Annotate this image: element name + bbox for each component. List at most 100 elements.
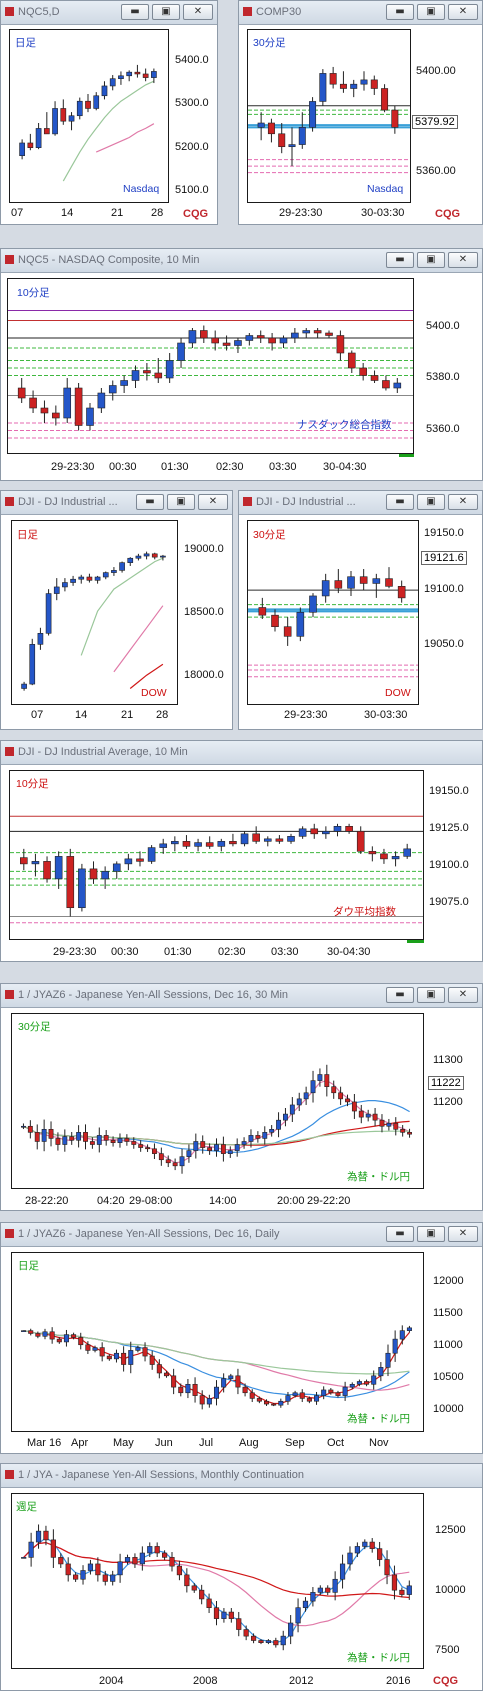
candle	[171, 836, 179, 852]
candle	[28, 1532, 34, 1567]
window-title: 1 / JYAZ6 - Japanese Yen-All Sessions, D…	[18, 989, 289, 1001]
title-bar[interactable]: DJI - DJ Industrial ... ▬ ▣ ✕	[239, 491, 482, 515]
minimize-button[interactable]: ▬	[386, 252, 414, 268]
candle	[50, 1529, 56, 1568]
candle	[221, 1608, 227, 1623]
candle	[334, 569, 343, 594]
maximize-button[interactable]: ▣	[417, 4, 445, 20]
candle-body	[356, 831, 365, 852]
candle	[370, 75, 378, 95]
candle-body	[139, 1552, 145, 1565]
maximize-button[interactable]: ▣	[152, 4, 180, 20]
x-tick: Jul	[199, 1437, 214, 1449]
minimize-button[interactable]: ▬	[386, 1226, 414, 1242]
candle-body	[192, 1383, 198, 1396]
chart-window-jpy-monthly[interactable]: 1 / JYA - Japanese Yen-All Sessions, Mon…	[0, 1463, 483, 1691]
maximize-button[interactable]: ▣	[417, 252, 445, 268]
candle-body	[368, 851, 377, 855]
candle	[245, 333, 254, 346]
window-title: DJI - DJ Industrial Average, 10 Min	[18, 746, 188, 758]
candle	[329, 66, 337, 89]
title-bar[interactable]: NQC5 - NASDAQ Composite, 10 Min ▬ ▣ ✕	[1, 249, 482, 273]
candle-body	[262, 1132, 268, 1139]
chart-window-comp30[interactable]: COMP30 ▬ ▣ ✕ 30分足 Nasdaq 5400.00 5379.92…	[238, 0, 483, 225]
chart-window-nqc5-10min[interactable]: NQC5 - NASDAQ Composite, 10 Min ▬ ▣ ✕ 10…	[0, 248, 483, 481]
candle-body	[350, 83, 358, 89]
candle	[124, 853, 133, 871]
title-bar[interactable]: DJI - DJ Industrial Average, 10 Min	[1, 741, 482, 765]
close-button[interactable]: ✕	[448, 1226, 478, 1242]
candle-body	[365, 1113, 371, 1118]
candle-body	[76, 1132, 82, 1141]
price-plot[interactable]	[11, 1252, 424, 1432]
minimize-button[interactable]: ▬	[136, 494, 164, 510]
candle	[241, 1137, 247, 1149]
candle-body	[89, 1141, 95, 1145]
candle-body	[377, 1548, 383, 1560]
x-tick: 01:30	[161, 461, 189, 473]
close-button[interactable]: ✕	[448, 252, 478, 268]
candle-body	[92, 1347, 98, 1351]
close-button[interactable]: ✕	[448, 987, 478, 1003]
candle	[236, 1611, 242, 1637]
minimize-button[interactable]: ▬	[386, 494, 414, 510]
price-plot[interactable]	[11, 1013, 424, 1189]
app-icon	[5, 747, 14, 756]
candle	[310, 1070, 316, 1103]
candle	[407, 1128, 412, 1138]
price-plot[interactable]	[9, 29, 169, 203]
timeframe-label: 30分足	[253, 37, 286, 49]
candle-body	[289, 1104, 295, 1115]
title-bar[interactable]: DJI - DJ Industrial ... ▬ ▣ ✕	[1, 491, 232, 515]
close-button[interactable]: ✕	[448, 4, 478, 20]
app-icon	[5, 255, 14, 264]
maximize-button[interactable]: ▣	[417, 987, 445, 1003]
candle	[76, 97, 83, 120]
candle	[336, 330, 345, 361]
chart-window-jpy-daily[interactable]: 1 / JYAZ6 - Japanese Yen-All Sessions, D…	[0, 1222, 483, 1454]
chart-window-dji-30min[interactable]: DJI - DJ Industrial ... ▬ ▣ ✕ 30分足 DOW 1…	[238, 490, 483, 730]
candle-body	[112, 863, 121, 872]
candle-body	[131, 370, 140, 381]
close-button[interactable]: ✕	[183, 4, 213, 20]
candle	[393, 1117, 399, 1136]
minimize-button[interactable]: ▬	[121, 4, 149, 20]
scroll-indicator[interactable]	[399, 454, 414, 457]
candle	[121, 1346, 127, 1372]
candle	[160, 554, 166, 561]
price-plot[interactable]	[11, 1493, 424, 1669]
maximize-button[interactable]: ▣	[417, 494, 445, 510]
candle	[399, 1325, 405, 1345]
title-bar[interactable]: 1 / JYAZ6 - Japanese Yen-All Sessions, D…	[1, 984, 482, 1008]
price-plot[interactable]	[247, 520, 419, 705]
minimize-button[interactable]: ▬	[386, 4, 414, 20]
maximize-button[interactable]: ▣	[167, 494, 195, 510]
maximize-button[interactable]: ▣	[417, 1226, 445, 1242]
chart-svg	[248, 567, 418, 678]
price-plot[interactable]	[7, 278, 414, 454]
title-bar[interactable]: NQC5,D ▬ ▣ ✕	[1, 1, 217, 25]
candle	[269, 1125, 275, 1137]
title-bar[interactable]: COMP30 ▬ ▣ ✕	[239, 1, 482, 25]
minimize-button[interactable]: ▬	[386, 987, 414, 1003]
price-plot[interactable]	[9, 770, 424, 940]
candle-body	[236, 1618, 242, 1630]
scroll-indicator[interactable]	[407, 940, 424, 943]
chart-window-nqc5-daily[interactable]: NQC5,D ▬ ▣ ✕ 日足 Nasdaq 5400.0 5300.0 520…	[0, 0, 218, 225]
price-plot[interactable]	[11, 520, 178, 705]
candle	[52, 405, 60, 426]
candle-body	[45, 593, 52, 634]
title-bar[interactable]: 1 / JYA - Japanese Yen-All Sessions, Mon…	[1, 1464, 482, 1488]
candle-body	[287, 836, 295, 842]
close-button[interactable]: ✕	[198, 494, 228, 510]
candle-body	[52, 412, 60, 419]
chart-window-jpy-30min[interactable]: 1 / JYAZ6 - Japanese Yen-All Sessions, D…	[0, 983, 483, 1211]
close-button[interactable]: ✕	[448, 494, 478, 510]
candle	[161, 1550, 168, 1561]
candle-body	[21, 1557, 27, 1559]
candle	[349, 1382, 355, 1390]
price-plot[interactable]	[247, 29, 411, 203]
chart-window-dji-10min[interactable]: DJI - DJ Industrial Average, 10 Min 10分足…	[0, 740, 483, 962]
chart-window-dji-daily[interactable]: DJI - DJ Industrial ... ▬ ▣ ✕ 日足 DOW 190…	[0, 490, 233, 730]
title-bar[interactable]: 1 / JYAZ6 - Japanese Yen-All Sessions, D…	[1, 1223, 482, 1247]
